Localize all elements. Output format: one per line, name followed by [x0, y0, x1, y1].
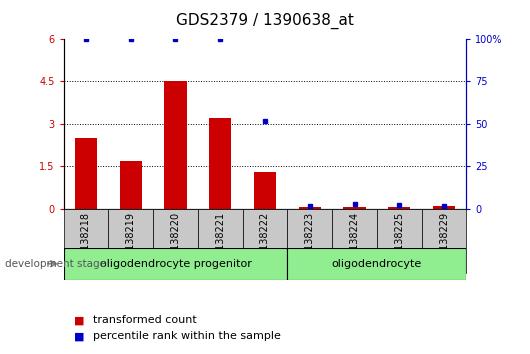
Bar [120, 161, 142, 209]
Text: GSM138223: GSM138223 [305, 212, 315, 271]
Bar [343, 207, 366, 209]
Bar [287, 248, 466, 280]
Text: percentile rank within the sample: percentile rank within the sample [93, 331, 280, 341]
Bar [422, 209, 466, 273]
Text: GDS2379 / 1390638_at: GDS2379 / 1390638_at [176, 12, 354, 29]
Bar [209, 118, 232, 209]
Text: GSM138222: GSM138222 [260, 212, 270, 271]
Text: ■: ■ [74, 315, 85, 325]
Bar [332, 209, 377, 273]
Text: GSM138224: GSM138224 [349, 212, 359, 271]
Text: transformed count: transformed count [93, 315, 197, 325]
Bar [377, 209, 422, 273]
Bar [164, 81, 187, 209]
Bar [75, 138, 97, 209]
Text: ■: ■ [74, 331, 85, 341]
Bar [198, 209, 243, 273]
Text: oligodendrocyte: oligodendrocyte [332, 259, 422, 269]
Bar [153, 209, 198, 273]
Bar [254, 172, 276, 209]
Text: GSM138225: GSM138225 [394, 212, 404, 271]
Text: GSM138229: GSM138229 [439, 212, 449, 271]
Bar [287, 209, 332, 273]
Text: GSM138218: GSM138218 [81, 212, 91, 271]
Bar [298, 207, 321, 209]
Text: GSM138219: GSM138219 [126, 212, 136, 271]
Bar [108, 209, 153, 273]
Bar [243, 209, 287, 273]
Text: GSM138221: GSM138221 [215, 212, 225, 271]
Bar [64, 209, 108, 273]
Bar [64, 248, 287, 280]
Bar [388, 207, 410, 209]
Text: oligodendrocyte progenitor: oligodendrocyte progenitor [100, 259, 251, 269]
Text: GSM138220: GSM138220 [171, 212, 181, 271]
Text: development stage: development stage [5, 259, 107, 269]
Bar [433, 206, 455, 209]
